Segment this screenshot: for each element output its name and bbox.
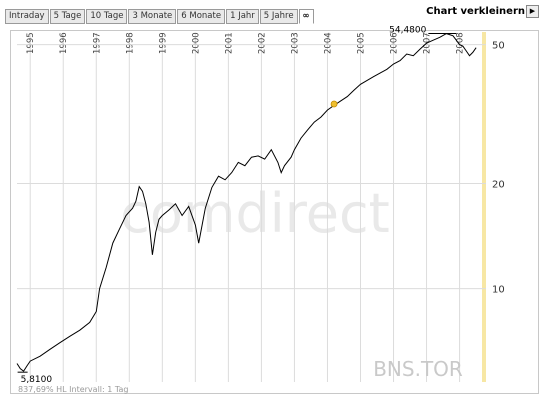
range-tabs: Intraday 5 Tage 10 Tage 3 Monate 6 Monate 1 J… — [5, 9, 315, 24]
price-tick-label: 20 — [492, 180, 505, 191]
year-label: 1997 — [92, 32, 102, 54]
tab-10-tage[interactable]: 10 Tage — [86, 9, 128, 24]
year-label: 2002 — [257, 32, 267, 54]
year-label: 2006 — [390, 32, 400, 54]
current-range-highlight — [482, 32, 486, 382]
shrink-chart-link[interactable]: Chart verkleinern — [426, 6, 525, 17]
year-label: 2004 — [323, 32, 333, 54]
high-value-label: 54,4800 — [389, 26, 426, 36]
watermark: comdirect — [120, 182, 390, 245]
year-label: 2008 — [456, 32, 466, 54]
chart-footer: 837,69% HL Intervall: 1 Tag — [18, 385, 128, 394]
year-label: 2005 — [356, 32, 366, 54]
year-label: 1995 — [26, 32, 36, 54]
year-label: 1996 — [59, 32, 69, 54]
symbol-watermark: BNS.TOR — [373, 357, 463, 381]
price-line — [16, 33, 477, 372]
tab-6-monate[interactable]: 6 Monate — [177, 9, 226, 24]
tab-max[interactable]: ∞ — [298, 9, 314, 24]
chart-frame — [10, 30, 539, 394]
low-value-label: 5,8100 — [21, 375, 53, 385]
tab-5-jahre[interactable]: 5 Jahre — [259, 9, 298, 24]
tab-3-monate[interactable]: 3 Monate — [128, 9, 177, 24]
year-label: 2000 — [191, 32, 201, 54]
price-tick-label: 50 — [492, 41, 505, 52]
year-label: 1998 — [125, 32, 135, 54]
tab-5-tage[interactable]: 5 Tage — [49, 9, 86, 24]
play-right-icon[interactable]: ▶ — [526, 5, 539, 18]
tab-intraday[interactable]: Intraday — [5, 9, 49, 24]
year-label: 2001 — [224, 32, 234, 54]
year-label: 1999 — [158, 32, 168, 54]
price-tick-label: 10 — [492, 285, 505, 296]
event-marker — [330, 100, 338, 108]
tab-1-jahr[interactable]: 1 Jahr — [226, 9, 259, 24]
year-label: 2003 — [290, 32, 300, 54]
